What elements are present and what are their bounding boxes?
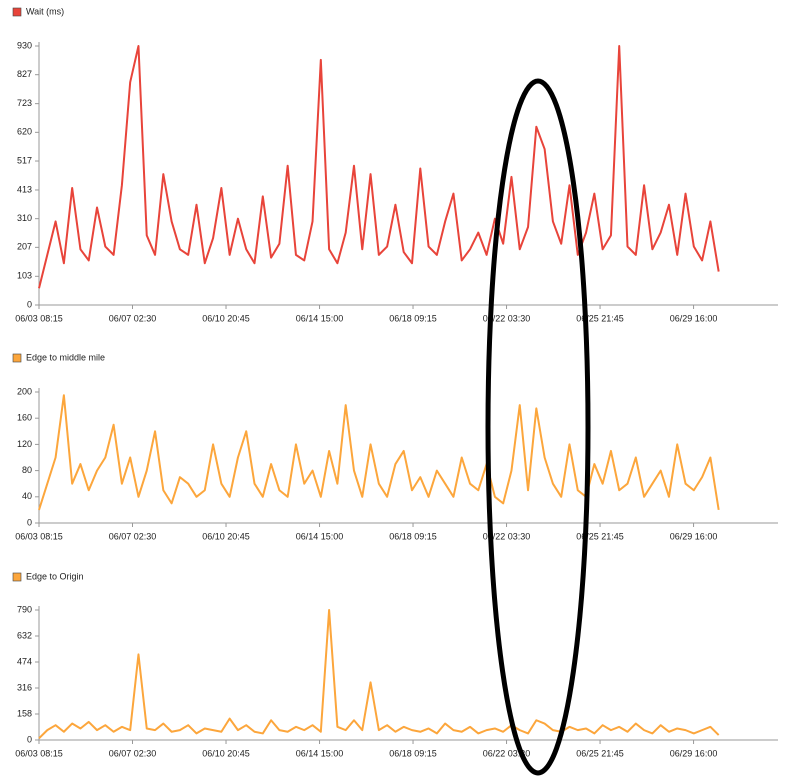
legend-label: Edge to middle mile (26, 352, 105, 362)
y-tick-label: 517 (17, 155, 32, 165)
x-tick-label: 06/14 15:00 (296, 313, 344, 323)
legend-swatch (12, 353, 22, 363)
y-tick-label: 160 (17, 413, 32, 423)
series-line (38, 609, 720, 740)
legend-swatch (12, 7, 22, 17)
y-tick-label: 80 (22, 465, 32, 475)
y-tick-label: 103 (17, 271, 32, 281)
y-tick-label: 207 (17, 242, 32, 252)
x-tick-label: 06/18 09:15 (389, 748, 437, 758)
x-tick-label: 06/18 09:15 (389, 313, 437, 323)
highlight-ellipse (485, 78, 591, 776)
y-tick-label: 0 (27, 517, 32, 527)
legend-label: Edge to Origin (26, 571, 84, 581)
y-tick-label: 40 (22, 491, 32, 501)
y-tick-label: 0 (27, 734, 32, 744)
x-tick-label: 06/10 20:45 (202, 313, 250, 323)
x-tick-label: 06/29 16:00 (670, 748, 718, 758)
x-tick-label: 06/10 20:45 (202, 748, 250, 758)
x-tick-label: 06/07 02:30 (109, 531, 157, 541)
y-tick-label: 200 (17, 386, 32, 396)
x-tick-label: 06/22 03:30 (483, 531, 531, 541)
y-tick-label: 474 (17, 656, 32, 666)
y-tick-label: 723 (17, 98, 32, 108)
x-tick-label: 06/03 08:15 (15, 531, 63, 541)
y-tick-label: 158 (17, 708, 32, 718)
x-tick-label: 06/03 08:15 (15, 313, 63, 323)
legend-swatch (12, 572, 22, 582)
x-tick-label: 06/25 21:45 (576, 531, 624, 541)
x-tick-label: 06/29 16:00 (670, 313, 718, 323)
legend-label: Wait (ms) (26, 6, 64, 16)
x-tick-label: 06/18 09:15 (389, 531, 437, 541)
x-tick-label: 06/03 08:15 (15, 748, 63, 758)
x-tick-label: 06/25 21:45 (576, 748, 624, 758)
x-tick-label: 06/22 03:30 (483, 313, 531, 323)
charts: 0 103 207 310 413 517 620 723 827 930 06/03 08:15 0… (12, 6, 778, 758)
series-line (38, 394, 720, 511)
y-tick-label: 413 (17, 184, 32, 194)
x-tick-label: 06/29 16:00 (670, 531, 718, 541)
y-tick-label: 930 (17, 40, 32, 50)
y-tick-label: 827 (17, 69, 32, 79)
y-tick-label: 0 (27, 299, 32, 309)
y-tick-label: 790 (17, 604, 32, 614)
y-tick-label: 620 (17, 127, 32, 137)
x-tick-label: 06/14 15:00 (296, 531, 344, 541)
series-line (38, 45, 720, 289)
x-tick-label: 06/14 15:00 (296, 748, 344, 758)
y-tick-label: 310 (17, 213, 32, 223)
x-tick-label: 06/07 02:30 (109, 748, 157, 758)
x-tick-label: 06/07 02:30 (109, 313, 157, 323)
x-tick-label: 06/10 20:45 (202, 531, 250, 541)
x-tick-label: 06/22 03:30 (483, 748, 531, 758)
y-tick-label: 316 (17, 682, 32, 692)
y-tick-label: 120 (17, 439, 32, 449)
y-tick-label: 632 (17, 630, 32, 640)
x-tick-label: 06/25 21:45 (576, 313, 624, 323)
